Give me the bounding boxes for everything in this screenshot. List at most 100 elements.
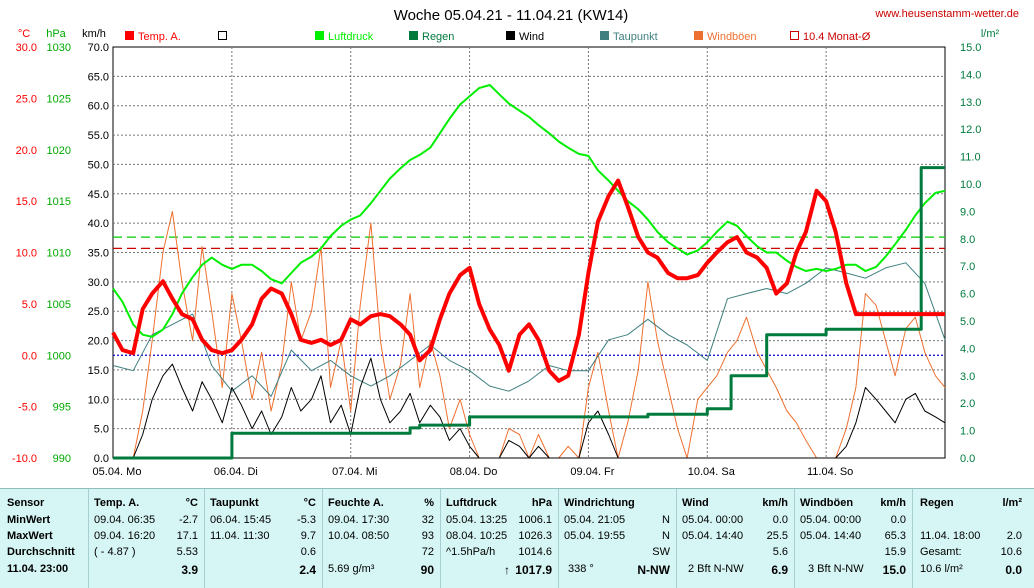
stats-header-luftdruck: Luftdruck bbox=[446, 497, 497, 509]
series-line-taupunkt bbox=[112, 262, 946, 397]
temp-tick-label: -5.0 bbox=[18, 402, 37, 414]
luftdruck-min-time: 05.04. 13:25 bbox=[446, 514, 508, 526]
feuchte-avg-value: 72 bbox=[421, 546, 434, 558]
windboeen-avg-value: 15.9 bbox=[884, 546, 906, 558]
windrichtung-max-value: N bbox=[662, 530, 670, 542]
stats-header-feuchte: Feuchte A. bbox=[328, 497, 384, 509]
stats-header-luftdruck-unit: hPa bbox=[531, 497, 552, 509]
stats-header-sensor: Sensor bbox=[7, 497, 45, 509]
wind-tick-label: 50.0 bbox=[88, 159, 109, 171]
temp-current-value: 3.9 bbox=[181, 563, 198, 577]
rain-tick-label: 11.0 bbox=[960, 152, 981, 164]
feuchte-current-value: 90 bbox=[420, 563, 434, 577]
x-tick-label: 08.04. Do bbox=[450, 466, 498, 478]
windboeen-min-time: 05.04. 00:00 bbox=[800, 514, 862, 526]
wind-tick-label: 5.0 bbox=[94, 424, 109, 436]
rain-tick-label: 5.0 bbox=[960, 316, 975, 328]
wind-tick-label: 10.0 bbox=[88, 394, 109, 406]
taupunkt-current-value: 2.4 bbox=[299, 563, 316, 577]
legend-label: Temp. A. bbox=[138, 31, 181, 43]
series-line-luftdruck bbox=[112, 84, 946, 338]
stats-table: Sensor MinWert MaxWert Durchschnitt 11.0… bbox=[0, 488, 1034, 588]
pressure-tick-label: 1015 bbox=[47, 196, 71, 208]
stats-col-windrichtung: Windrichtung 05.04. 21:05 N 05.04. 19:55… bbox=[558, 489, 677, 588]
row-label-min: MinWert bbox=[7, 514, 51, 526]
wind-current-value: 6.9 bbox=[771, 563, 788, 577]
stats-col-regen: Regen l/m² 11.04. 18:00 2.0 Gesamt: 10.6… bbox=[912, 489, 1034, 588]
feuchte-max-time: 10.04. 08:50 bbox=[328, 530, 390, 542]
x-tick-label: 05.04. Mo bbox=[93, 466, 142, 478]
rain-tick-label: 9.0 bbox=[960, 206, 975, 218]
temp-tick-label: 30.0 bbox=[16, 42, 37, 54]
weather-chart: Woche 05.04.21 - 11.04.21 (KW14) www.heu… bbox=[12, 7, 1019, 478]
x-tick-label: 10.04. Sa bbox=[688, 466, 736, 478]
luftdruck-max-value: 1026.3 bbox=[518, 530, 552, 542]
temp-tick-label: -10.0 bbox=[12, 453, 37, 465]
wind-tick-label: 15.0 bbox=[88, 365, 109, 377]
windrichtung-min-value: N bbox=[662, 514, 670, 526]
stats-col-windboeen: Windböen km/h 05.04. 00:00 0.0 05.04. 14… bbox=[794, 489, 913, 588]
wind-tick-label: 20.0 bbox=[88, 336, 109, 348]
regen-total-value: 10.6 bbox=[1000, 546, 1022, 558]
temp-min-value: -2.7 bbox=[179, 514, 198, 526]
stats-header-feuchte-unit: % bbox=[424, 497, 434, 509]
stats-col-taupunkt: Taupunkt °C 06.04. 15:45 -5.3 11.04. 11:… bbox=[204, 489, 323, 588]
stats-header-windrichtung: Windrichtung bbox=[564, 497, 635, 509]
temp-max-value: 17.1 bbox=[176, 530, 198, 542]
windboeen-max-time: 05.04. 14:40 bbox=[800, 530, 862, 542]
wind-min-value: 0.0 bbox=[772, 514, 788, 526]
legend-label: Luftdruck bbox=[328, 31, 374, 43]
wind-max-time: 05.04. 14:40 bbox=[682, 530, 744, 542]
grid bbox=[113, 47, 945, 458]
feuchte-min-value: 32 bbox=[421, 514, 434, 526]
temp-axis-unit: °C bbox=[18, 28, 30, 40]
stats-header-windboeen-unit: km/h bbox=[880, 497, 906, 509]
series-line-temp-a bbox=[111, 178, 945, 383]
stats-header-regen-unit: l/m² bbox=[1002, 497, 1022, 509]
taupunkt-max-value: 9.7 bbox=[300, 530, 316, 542]
legend-swatch bbox=[125, 31, 134, 40]
windrichtung-degrees: 338 ° bbox=[568, 563, 594, 575]
row-label-max: MaxWert bbox=[7, 530, 53, 542]
luftdruck-min-value: 1006.1 bbox=[518, 514, 552, 526]
feuchte-absolute: 5.69 g/m³ bbox=[328, 563, 375, 575]
rain-tick-label: 10.0 bbox=[960, 179, 981, 191]
wind-axis-unit: km/h bbox=[82, 28, 106, 40]
row-label-avg: Durchschnitt bbox=[7, 546, 75, 558]
temp-tick-label: 25.0 bbox=[16, 93, 37, 105]
luftdruck-current-value: 1017.9 bbox=[515, 563, 552, 577]
windboeen-min-value: 0.0 bbox=[890, 514, 906, 526]
rain-tick-label: 8.0 bbox=[960, 234, 975, 246]
windboeen-current-value: 15.0 bbox=[882, 563, 906, 577]
temp-max-time: 09.04. 16:20 bbox=[94, 530, 156, 542]
legend-swatch bbox=[315, 31, 324, 40]
windrichtung-min-time: 05.04. 21:05 bbox=[564, 514, 626, 526]
rain-tick-label: 12.0 bbox=[960, 124, 981, 136]
windboeen-max-value: 65.3 bbox=[884, 530, 906, 542]
rain-tick-label: 15.0 bbox=[960, 42, 981, 54]
feuchte-min-time: 09.04. 17:30 bbox=[328, 514, 390, 526]
legend-swatch bbox=[600, 31, 609, 40]
temp-tick-label: 15.0 bbox=[16, 196, 37, 208]
wind-max-value: 25.5 bbox=[766, 530, 788, 542]
row-label-current: 11.04. 23:00 bbox=[7, 563, 69, 575]
temp-tick-label: 0.0 bbox=[22, 350, 37, 362]
wind-min-time: 05.04. 00:00 bbox=[682, 514, 744, 526]
rain-tick-label: 6.0 bbox=[960, 289, 975, 301]
wind-beaufort: 2 Bft N-NW bbox=[688, 563, 744, 575]
legend-swatch bbox=[790, 31, 799, 40]
regen-max-time: 11.04. 18:00 bbox=[920, 530, 981, 542]
legend-label: Windböen bbox=[707, 31, 757, 43]
taupunkt-avg-value: 0.6 bbox=[300, 546, 316, 558]
taupunkt-min-value: -5.3 bbox=[297, 514, 316, 526]
wind-tick-label: 65.0 bbox=[88, 71, 109, 83]
series bbox=[111, 84, 946, 460]
x-tick-label: 11.04. So bbox=[807, 466, 853, 478]
wind-tick-label: 60.0 bbox=[88, 101, 109, 113]
wind-tick-label: 70.0 bbox=[88, 42, 109, 54]
windrichtung-max-time: 05.04. 19:55 bbox=[564, 530, 626, 542]
rain-tick-label: 2.0 bbox=[960, 398, 975, 410]
pressure-tick-label: 1020 bbox=[47, 145, 71, 157]
wind-tick-label: 0.0 bbox=[94, 453, 109, 465]
legend-label: 10.4 Monat-Ø bbox=[803, 31, 871, 43]
